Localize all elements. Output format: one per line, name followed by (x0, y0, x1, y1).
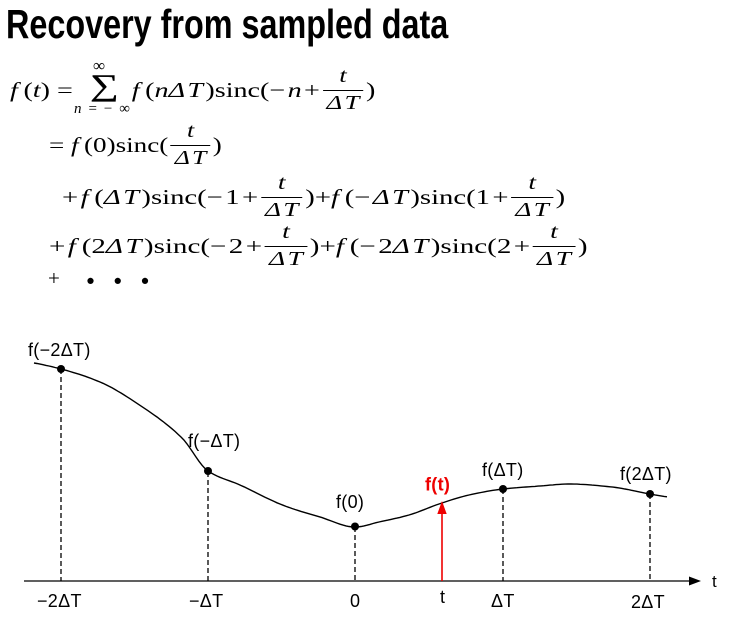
svg-text:f(ΔT): f(ΔT) (482, 460, 524, 480)
svg-text:f(2ΔT): f(2ΔT) (620, 464, 672, 484)
svg-text:0: 0 (350, 591, 360, 611)
svg-text:−2ΔT: −2ΔT (37, 591, 82, 611)
svg-text:t: t (440, 587, 445, 607)
svg-text:f(−2ΔT): f(−2ΔT) (28, 340, 91, 360)
svg-text:f(−ΔT): f(−ΔT) (188, 431, 240, 451)
svg-text:f(0): f(0) (336, 492, 364, 512)
svg-text:2ΔT: 2ΔT (631, 592, 665, 612)
svg-text:f(t): f(t) (425, 475, 450, 495)
svg-text:−ΔT: −ΔT (189, 591, 223, 611)
svg-text:t: t (712, 572, 717, 591)
svg-text:ΔT: ΔT (491, 591, 515, 611)
